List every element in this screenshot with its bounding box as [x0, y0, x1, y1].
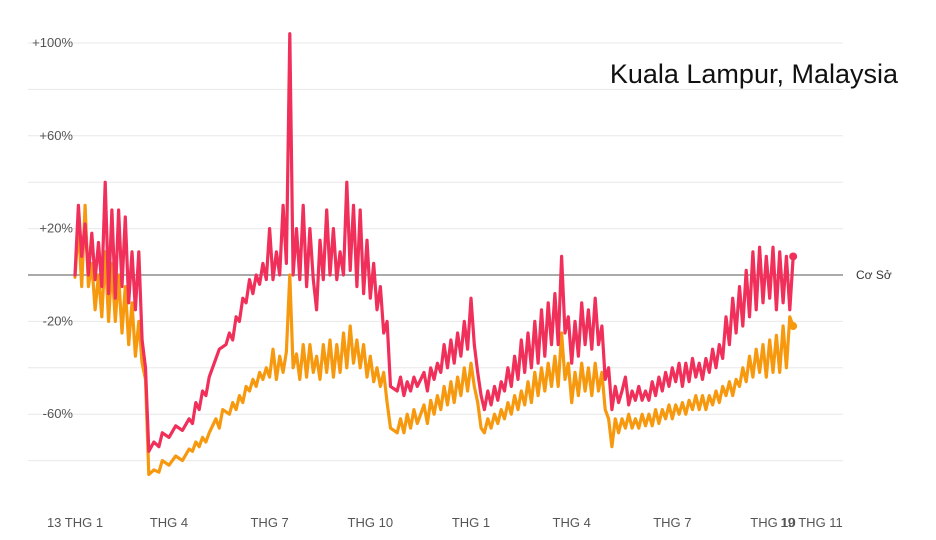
baseline-label: Cơ Sở	[856, 268, 892, 282]
x-tick-label: THG 7	[653, 515, 691, 530]
x-tick-label: THG 1	[452, 515, 490, 530]
series-end-point-orange	[789, 322, 798, 331]
y-tick-label: +20%	[39, 221, 73, 236]
y-tick-label: +100%	[32, 35, 73, 50]
x-tick-label: THG 10	[750, 515, 796, 530]
x-tick-label: 13 THG 1	[47, 515, 103, 530]
chart-title: Kuala Lampur, Malaysia	[610, 59, 899, 89]
y-axis: +100% +60% +20% -20% -60%	[32, 35, 73, 421]
series-line-red	[73, 32, 795, 453]
y-tick-label: +60%	[39, 128, 73, 143]
grid	[28, 42, 843, 462]
series-line-orange	[73, 203, 795, 477]
series-end-point-red	[789, 252, 798, 261]
x-tick-label: THG 4	[553, 515, 591, 530]
x-tick-label: THG 10	[348, 515, 394, 530]
x-tick-label: THG 4	[150, 515, 188, 530]
series-group	[73, 32, 798, 477]
y-tick-label: -20%	[43, 313, 74, 328]
x-axis: 13 THG 1 THG 4 THG 7 THG 10 THG 1 THG 4 THG 7 T…	[47, 515, 843, 530]
x-tick-label: 19 THG 11	[780, 515, 842, 530]
y-tick-label: -60%	[43, 406, 74, 421]
x-tick-label: THG 7	[250, 515, 288, 530]
